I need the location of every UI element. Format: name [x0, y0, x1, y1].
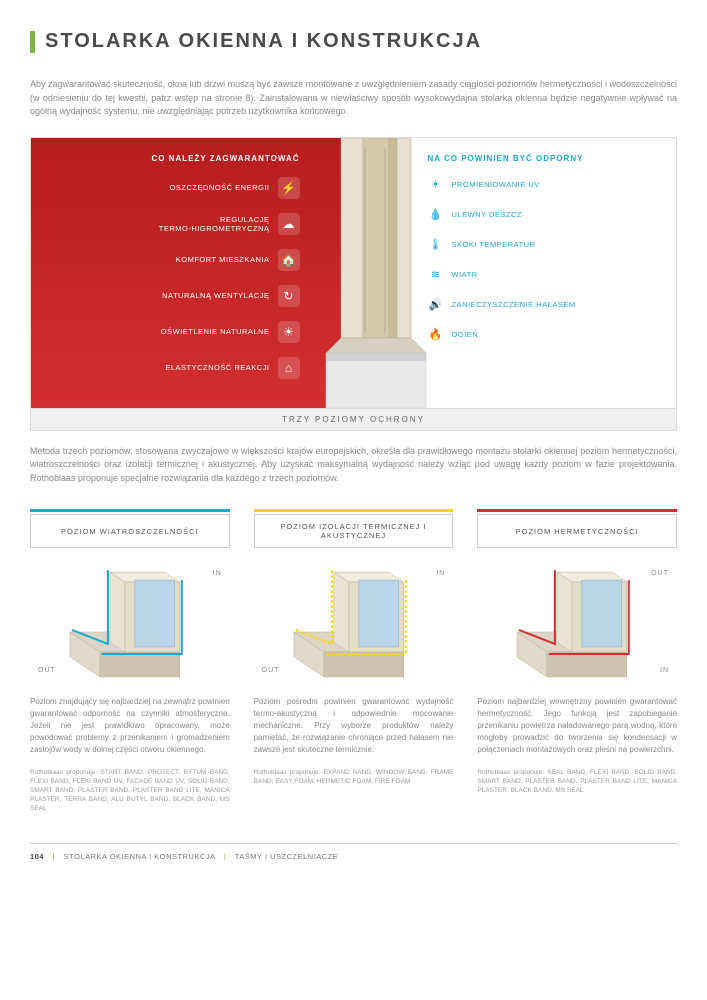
- left-feature-label: REGULACJĘTERMO-HIGROMETRYCZNĄ: [159, 215, 270, 233]
- left-feature-item: REGULACJĘTERMO-HIGROMETRYCZNĄ ☁: [45, 213, 340, 235]
- right-feature-label: ULEWNY DESZCZ: [452, 210, 523, 219]
- page-number: 104: [30, 852, 44, 861]
- column-heading: POZIOM WIATROSZCZELNOŚCI: [30, 514, 230, 548]
- left-feature-label: NATURALNĄ WENTYLACJĘ: [162, 291, 269, 300]
- column-text: Poziom znajdujący się najbardziej na zew…: [30, 696, 230, 756]
- feature-icon: ⚡: [278, 177, 300, 199]
- left-feature-item: OŚWIETLENIE NATURALNE ☀: [45, 321, 340, 343]
- left-feature-label: ELASTYCZNOŚĆ REAKCJI: [165, 363, 269, 372]
- level-column: POZIOM WIATROSZCZELNOŚCI IN OUT Poziom z…: [30, 509, 230, 813]
- mid-paragraph: Metoda trzech poziomów, stosowana zwycza…: [30, 445, 677, 486]
- in-label: IN: [213, 570, 222, 577]
- left-feature-label: KOMFORT MIESZKANIA: [176, 255, 270, 264]
- page-title-row: STOLARKA OKIENNA I KONSTRUKCJA: [30, 30, 677, 53]
- footer-sep-icon: |: [53, 852, 55, 861]
- column-text: Poziom najbardziej wewnętrzny powinien g…: [477, 696, 677, 756]
- diagram-caption: TRZY POZIOMY OCHRONY: [30, 409, 677, 431]
- footer-crumb-1: STOLARKA OKIENNA I KONSTRUKCJA: [64, 852, 216, 861]
- window-cutaway: [321, 138, 431, 408]
- page-footer: 104 | STOLARKA OKIENNA I KONSTRUKCJA | T…: [30, 843, 677, 861]
- column-footer: Rothoblaas proponuje: SEAL BAND, FLEXI B…: [477, 768, 677, 795]
- diagram-left-panel: CO NALEŻY ZAGWARANTOWAĆ OSZCZĘDNOŚĆ ENER…: [31, 138, 354, 408]
- out-label: OUT: [651, 570, 669, 577]
- intro-paragraph: Aby zagwarantować skuteczność, okna lub …: [30, 78, 677, 119]
- page-title: STOLARKA OKIENNA I KONSTRUKCJA: [45, 30, 482, 53]
- in-label: IN: [436, 570, 445, 577]
- mini-diagram: IN OUT: [30, 562, 230, 682]
- right-feature-label: SKOKI TEMPERATUR: [452, 240, 536, 249]
- three-columns: POZIOM WIATROSZCZELNOŚCI IN OUT Poziom z…: [30, 509, 677, 813]
- right-feature-label: WIATR: [452, 270, 478, 279]
- column-text: Poziom pośredni powinien gwarantować wyd…: [254, 696, 454, 756]
- out-label: OUT: [262, 667, 280, 674]
- main-diagram: CO NALEŻY ZAGWARANTOWAĆ OSZCZĘDNOŚĆ ENER…: [30, 137, 677, 409]
- in-label: IN: [660, 667, 669, 674]
- left-feature-label: OŚWIETLENIE NATURALNE: [161, 327, 270, 336]
- right-feature-label: OGIEŃ: [452, 330, 479, 339]
- column-accent-line: [477, 509, 677, 512]
- column-footer: Rothoblaas proponuje: EXPAND BAND, WINDO…: [254, 768, 454, 786]
- right-feature-label: ZANIECZYSZCZENIE HAŁASEM: [452, 300, 576, 309]
- column-accent-line: [254, 509, 454, 512]
- mini-diagram: IN OUT: [477, 562, 677, 682]
- column-heading: POZIOM HERMETYCZNOŚCI: [477, 514, 677, 548]
- feature-icon: ↻: [278, 285, 300, 307]
- left-feature-item: ELASTYCZNOŚĆ REAKCJI ⌂: [45, 357, 340, 379]
- title-accent: [30, 31, 35, 53]
- left-feature-item: KOMFORT MIESZKANIA 🏠: [45, 249, 340, 271]
- footer-sep-icon: |: [224, 852, 226, 861]
- left-feature-item: NATURALNĄ WENTYLACJĘ ↻: [45, 285, 340, 307]
- left-panel-title: CO NALEŻY ZAGWARANTOWAĆ: [45, 154, 340, 163]
- column-heading: POZIOM IZOLACJI TERMICZNEJ I AKUSTYCZNEJ: [254, 514, 454, 548]
- left-feature-label: OSZCZĘDNOŚĆ ENERGII: [170, 183, 270, 192]
- level-column: POZIOM IZOLACJI TERMICZNEJ I AKUSTYCZNEJ…: [254, 509, 454, 813]
- level-column: POZIOM HERMETYCZNOŚCI IN OUT Poziom najb…: [477, 509, 677, 813]
- mini-diagram: IN OUT: [254, 562, 454, 682]
- column-footer: Rothoblaas proponuje: START BAND, PROTEC…: [30, 768, 230, 813]
- feature-icon: ⌂: [278, 357, 300, 379]
- left-feature-item: OSZCZĘDNOŚĆ ENERGII ⚡: [45, 177, 340, 199]
- feature-icon: ☀: [278, 321, 300, 343]
- feature-icon: ☁: [278, 213, 300, 235]
- column-accent-line: [30, 509, 230, 512]
- footer-crumb-2: TAŚMY I USZCZELNIACZE: [235, 852, 339, 861]
- right-feature-label: PROMIENIOWANIE UV: [452, 180, 540, 189]
- out-label: OUT: [38, 667, 56, 674]
- feature-icon: 🏠: [278, 249, 300, 271]
